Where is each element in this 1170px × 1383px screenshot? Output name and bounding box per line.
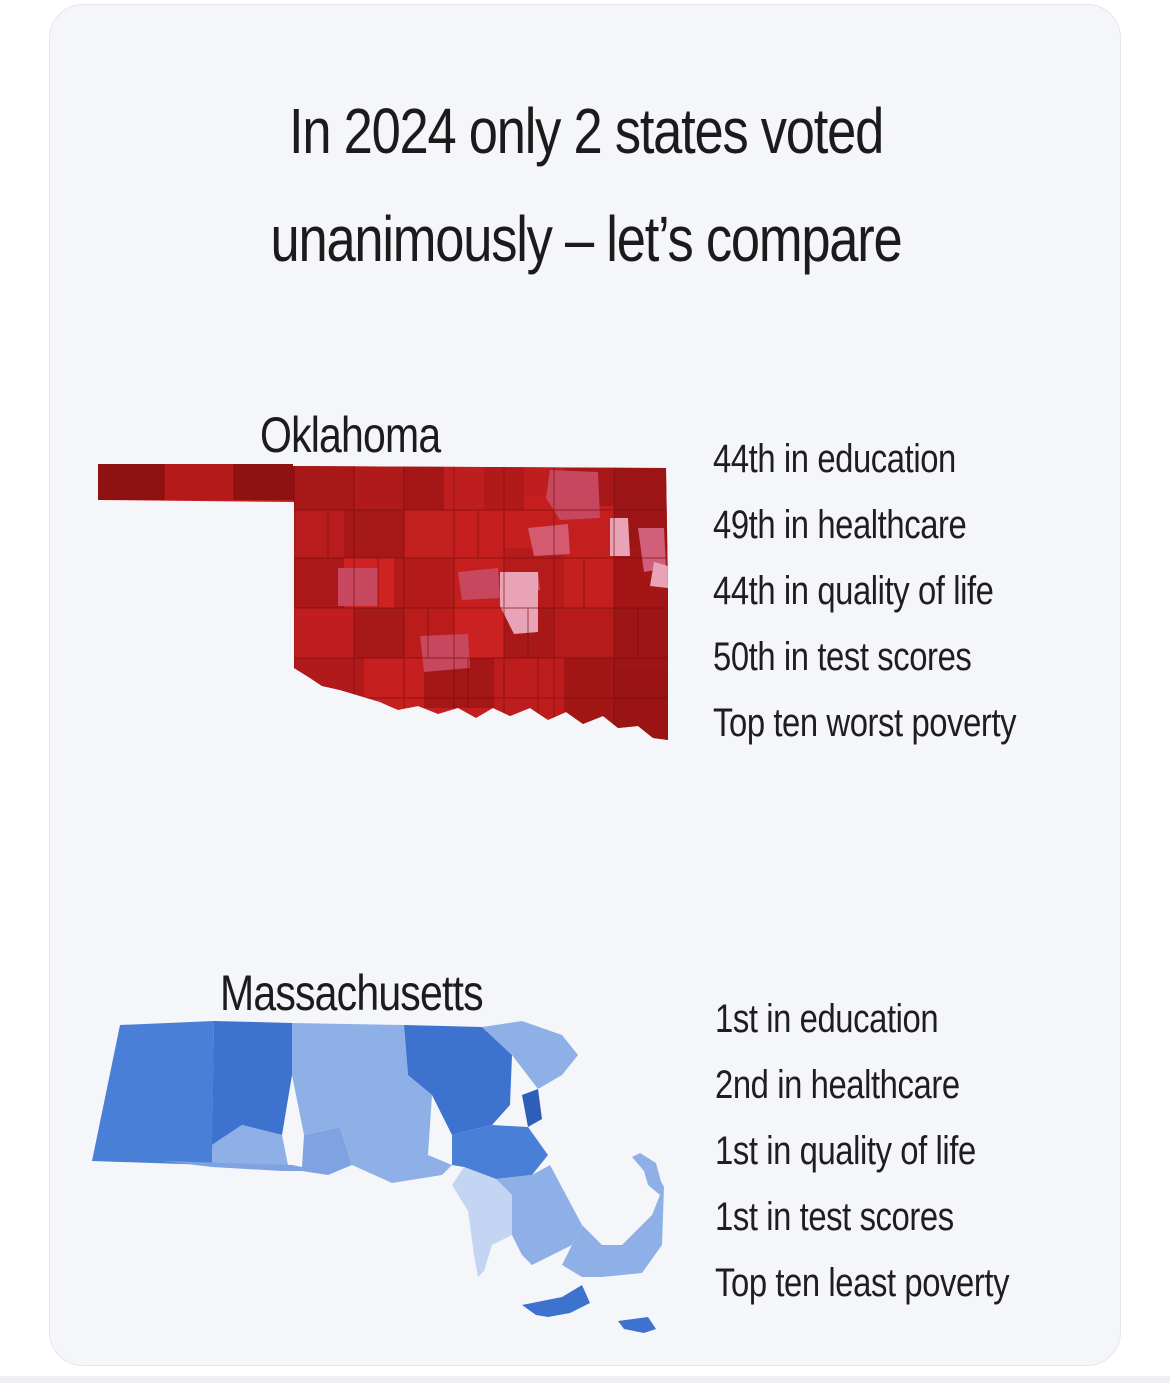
oklahoma-stat-poverty: Top ten worst poverty <box>713 701 1017 745</box>
oklahoma-label: Oklahoma <box>260 407 441 463</box>
massachusetts-stats-list: 1st in education 2nd in healthcare 1st i… <box>715 986 1074 1316</box>
oklahoma-stats-list: 44th in education 49th in healthcare 44t… <box>713 426 1083 756</box>
oklahoma-stat-test-scores: 50th in test scores <box>713 635 972 679</box>
oklahoma-stat-healthcare: 49th in healthcare <box>713 503 967 547</box>
massachusetts-label: Massachusetts <box>220 965 484 1021</box>
massachusetts-stat-poverty: Top ten least poverty <box>715 1261 1010 1305</box>
massachusetts-stat-quality-of-life: 1st in quality of life <box>715 1129 976 1173</box>
title-line-1: In 2024 only 2 states voted <box>288 95 884 167</box>
oklahoma-county-map <box>98 464 668 740</box>
title-line-2: unanimously – let’s compare <box>270 203 903 275</box>
massachusetts-stat-test-scores: 1st in test scores <box>715 1195 954 1239</box>
massachusetts-county-map <box>92 1021 664 1333</box>
bottom-strip <box>0 1376 1170 1383</box>
massachusetts-stat-education: 1st in education <box>715 997 939 1041</box>
infographic-title: In 2024 only 2 states voted unanimously … <box>146 77 1025 293</box>
infographic-card: In 2024 only 2 states voted unanimously … <box>49 4 1121 1366</box>
massachusetts-stat-healthcare: 2nd in healthcare <box>715 1063 960 1107</box>
oklahoma-stat-education: 44th in education <box>713 437 956 481</box>
oklahoma-stat-quality-of-life: 44th in quality of life <box>713 569 994 613</box>
